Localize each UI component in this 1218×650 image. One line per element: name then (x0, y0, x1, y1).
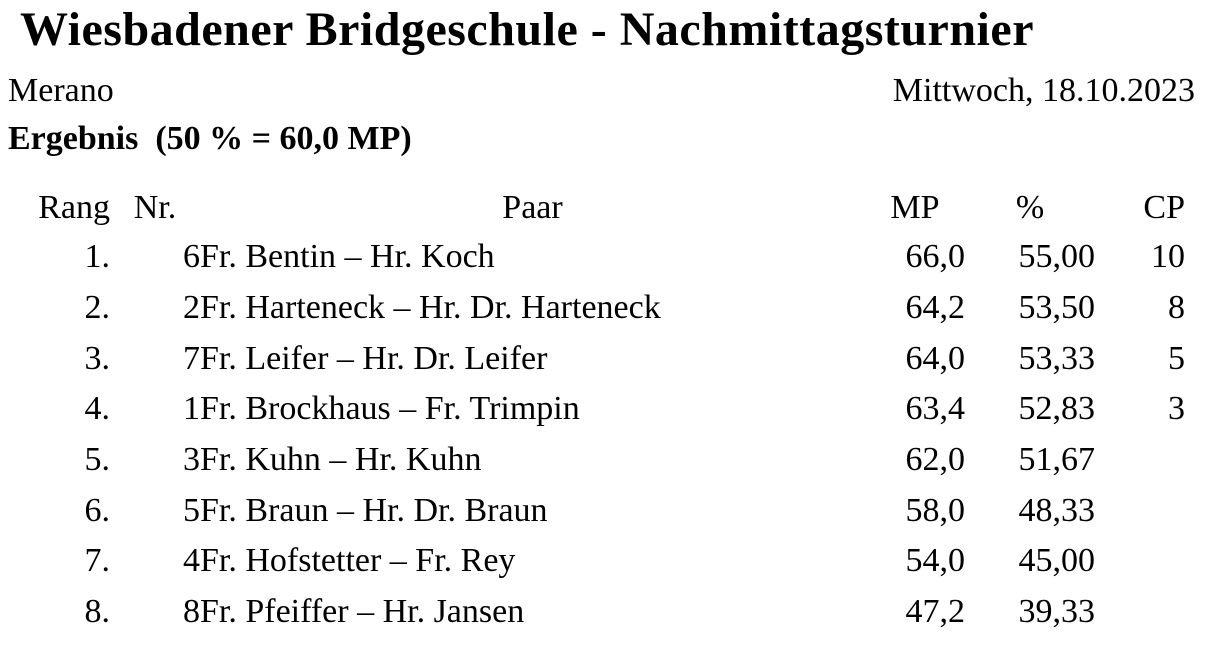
percent-cell: 52,83 (1018, 390, 1096, 428)
column-header-percent: % (1015, 189, 1045, 226)
table-row: 7. 4 Fr. Hofstetter – Fr. Rey 54,0 45,00 (0, 536, 1185, 587)
column-header-cp: CP (1143, 189, 1185, 226)
cp-cell: 10 (1151, 238, 1185, 276)
header-row: Rang Nr. Paar MP % CP (0, 184, 1185, 232)
mp-cell: 64,0 (905, 339, 966, 377)
rank-cell: 8. (84, 593, 111, 631)
mp-cell: 47,2 (905, 593, 966, 631)
rank-cell: 7. (84, 542, 111, 580)
table-row: 3. 7 Fr. Leifer – Hr. Dr. Leifer 64,0 53… (0, 333, 1186, 384)
table-row: 8. 8 Fr. Pfeiffer – Hr. Jansen 47,2 39,3… (0, 587, 1185, 638)
date-label: Mittwoch, 18.10.2023 (892, 72, 1195, 109)
mp-cell: 62,0 (905, 441, 966, 479)
column-header-mp: MP (890, 189, 940, 226)
number-cell: 1 (183, 390, 200, 428)
rank-cell: 5. (84, 441, 111, 479)
column-header-number: Nr. (133, 189, 177, 226)
percent-cell: 55,00 (1018, 238, 1096, 276)
number-cell: 2 (183, 289, 200, 327)
percent-cell: 51,67 (1018, 441, 1096, 479)
cp-cell: 3 (1168, 390, 1185, 428)
cp-cell: 5 (1168, 339, 1185, 377)
pair-cell: Fr. Pfeiffer – Hr. Jansen (200, 593, 525, 631)
results-table: Rang Nr. Paar MP % CP 1. 6 Fr. Bentin – … (0, 184, 1185, 638)
table-row: 6. 5 Fr. Braun – Hr. Dr. Braun 58,0 48,3… (0, 485, 1185, 536)
table-row: 2. 2 Fr. Harteneck – Hr. Dr. Harteneck 6… (0, 283, 1186, 334)
mp-cell: 64,2 (905, 289, 966, 327)
rank-cell: 4. (84, 390, 111, 428)
table-row: 4. 1 Fr. Brockhaus – Fr. Trimpin 63,4 52… (0, 384, 1186, 435)
number-cell: 6 (183, 238, 200, 276)
mp-cell: 54,0 (905, 542, 966, 580)
rank-cell: 6. (84, 491, 111, 529)
mp-cell: 66,0 (905, 238, 966, 276)
number-cell: 4 (183, 542, 200, 580)
cp-cell (1095, 587, 1185, 638)
percent-cell: 53,50 (1018, 289, 1096, 327)
pair-cell: Fr. Leifer – Hr. Dr. Leifer (200, 339, 548, 377)
percent-cell: 45,00 (1018, 542, 1096, 580)
pair-cell: Fr. Braun – Hr. Dr. Braun (200, 491, 548, 529)
cp-cell: 8 (1168, 289, 1185, 327)
results-table-header: Rang Nr. Paar MP % CP (0, 184, 1185, 232)
number-cell: 3 (183, 441, 200, 479)
subheader: Merano Mittwoch, 18.10.2023 (8, 72, 1195, 110)
mp-cell: 63,4 (905, 390, 966, 428)
cp-cell (1095, 536, 1185, 587)
results-table-body: 1. 6 Fr. Bentin – Hr. Koch 66,0 55,00 10… (0, 232, 1186, 638)
location-label: Merano (8, 72, 114, 109)
column-header-rank: Rang (38, 189, 110, 226)
pair-cell: Fr. Brockhaus – Fr. Trimpin (200, 390, 580, 428)
pair-cell: Fr. Kuhn – Hr. Kuhn (200, 441, 482, 479)
cp-cell (1095, 485, 1185, 536)
result-summary-line: Ergebnis (50 % = 60,0 MP) (8, 120, 412, 157)
percent-cell: 48,33 (1018, 491, 1096, 529)
percent-cell: 53,33 (1018, 339, 1096, 377)
number-cell: 7 (183, 339, 200, 377)
number-cell: 5 (183, 491, 200, 529)
page-title: Wiesbadener Bridgeschule - Nachmittagstu… (20, 3, 1034, 56)
pair-cell: Fr. Bentin – Hr. Koch (200, 238, 495, 276)
rank-cell: 2. (84, 289, 111, 327)
column-header-pair: Paar (502, 189, 563, 226)
table-row: 5. 3 Fr. Kuhn – Hr. Kuhn 62,0 51,67 (0, 435, 1185, 486)
table-row: 1. 6 Fr. Bentin – Hr. Koch 66,0 55,00 10 (0, 232, 1186, 283)
pair-cell: Fr. Hofstetter – Fr. Rey (200, 542, 516, 580)
number-cell: 8 (183, 593, 200, 631)
pair-cell: Fr. Harteneck – Hr. Dr. Harteneck (200, 289, 661, 327)
percent-cell: 39,33 (1018, 593, 1096, 631)
cp-cell (1095, 435, 1185, 486)
mp-cell: 58,0 (905, 491, 966, 529)
rank-cell: 1. (84, 238, 111, 276)
rank-cell: 3. (84, 339, 111, 377)
